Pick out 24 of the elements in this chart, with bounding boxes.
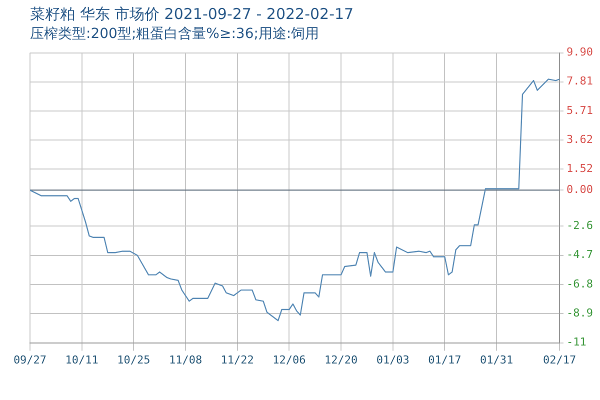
y2-tick-label: -2.6: [566, 219, 594, 232]
y2-tick-label: -11: [566, 336, 586, 349]
y2-tick-label: 7.81: [566, 74, 594, 88]
chart-title: 菜籽粕 华东 市场价 2021-09-27 - 2022-02-17: [30, 4, 354, 23]
y2-tick-label: -8.9: [566, 306, 594, 320]
x-tick-label: 01/03: [376, 353, 410, 366]
x-tick-label: 10/11: [65, 353, 98, 366]
x-tick-label: 12/20: [324, 353, 358, 366]
x-tick-label: 12/06: [272, 353, 306, 366]
y2-tick-label: 5.71: [566, 104, 594, 117]
x-tick-label: 10/25: [117, 353, 150, 366]
y2-tick-label: -6.8: [566, 277, 594, 290]
x-tick-label: 01/31: [480, 353, 514, 366]
y2-tick-label: 9.90: [566, 46, 594, 59]
x-tick-label: 11/22: [220, 353, 254, 366]
y2-tick-label: -4.7: [566, 248, 594, 262]
y2-tick-label: 3.62: [566, 132, 594, 146]
y2-tick-label: 0.00: [566, 183, 594, 196]
x-tick-label: 02/17: [542, 353, 576, 366]
chart-subtitle: 压榨类型:200型;粗蛋白含量%≥:36;用途:饲用: [30, 26, 320, 42]
x-tick-label: 11/08: [168, 353, 202, 366]
x-tick-label: 09/27: [13, 353, 47, 366]
x-tick-label: 01/17: [428, 353, 462, 366]
y2-tick-label: 1.52: [566, 162, 594, 175]
